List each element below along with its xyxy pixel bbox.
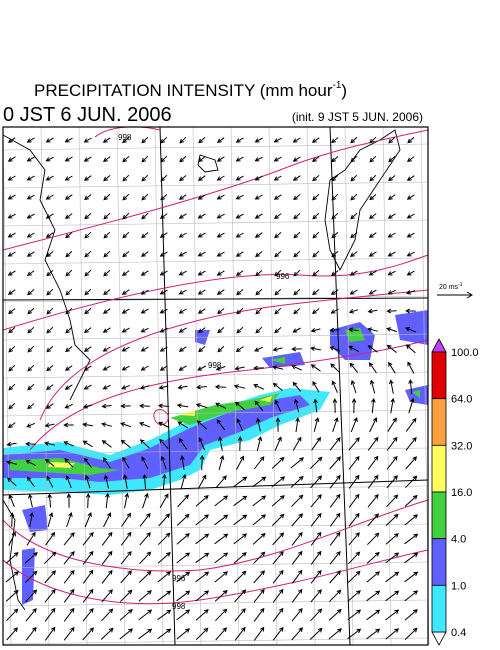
colorbar-label: 16.0: [451, 487, 472, 499]
colorbar-box: [431, 538, 447, 586]
wind-vectors: [5, 136, 419, 641]
vector-scale-label: 20 ms-1: [439, 282, 463, 291]
grid-line: [382, 126, 392, 646]
colorbar-box: [431, 584, 447, 633]
contour-label: 996: [172, 574, 186, 583]
colorbar-label: 1.0: [451, 580, 466, 592]
precip-heavy: [10, 393, 280, 475]
colorbar-label: 100.0: [451, 347, 479, 359]
colorbar-label: 32.0: [451, 440, 472, 452]
coast-mainland: [2, 134, 91, 401]
colorbar: [431, 338, 447, 646]
title: PRECIPITATION INTENSITY (mm hour-1): [34, 80, 347, 100]
grid-line: [154, 126, 164, 646]
colorbar-bottom: [431, 631, 447, 646]
grid-line: [268, 126, 278, 646]
vector-scale-arrow: [437, 291, 473, 299]
title-sup: -1: [332, 80, 341, 91]
parallel: [2, 297, 429, 301]
colorbar-label: 64.0: [451, 394, 472, 406]
coast-peninsula: [324, 129, 401, 272]
coast-island: [197, 154, 219, 173]
graticule: [2, 126, 430, 646]
colorbar-top: [431, 338, 447, 353]
valid-time: 0 JST 6 JUN. 2006: [3, 104, 172, 126]
contour-label: 998: [118, 133, 132, 142]
coastlines: [2, 129, 401, 611]
grid-line: [2, 219, 429, 227]
isobar: [29, 339, 429, 451]
title-main: PRECIPITATION INTENSITY (mm hour: [34, 81, 333, 100]
grid-line: [192, 126, 202, 646]
grid-line: [40, 126, 50, 646]
grid-line: [2, 637, 429, 645]
isobar: [2, 129, 429, 251]
title-end: ): [341, 81, 347, 100]
grid-line: [2, 409, 429, 417]
grid-line: [116, 126, 126, 646]
isobar: [153, 409, 169, 426]
grid-line: [2, 371, 429, 379]
isobar: [2, 549, 429, 605]
contour-label: 996: [276, 272, 290, 281]
colorbar-box: [431, 491, 447, 540]
grid-line: [2, 126, 12, 646]
isobar: [2, 499, 429, 572]
init-time: (init. 9 JST 5 JUN. 2006): [292, 110, 423, 124]
isobar: [2, 254, 429, 331]
contour-label: 998: [172, 602, 186, 611]
colorbar-label: 4.0: [451, 534, 466, 546]
colorbar-label: 0.4: [451, 627, 466, 639]
isobar: [39, 289, 429, 421]
grid-line: [2, 561, 429, 569]
grid-line: [2, 447, 429, 455]
vector-scale-sup: -1: [458, 282, 463, 288]
grid-line: [344, 126, 354, 646]
grid-line: [2, 181, 429, 189]
meridian: [329, 126, 351, 646]
precip-moderate: [3, 395, 310, 482]
grid-line: [78, 126, 88, 646]
colorbar-box: [431, 444, 447, 493]
contour-label: 998: [208, 361, 222, 370]
grid-line: [2, 599, 429, 607]
map-frame: [2, 126, 429, 646]
grid-line: [2, 485, 429, 493]
colorbar-box: [431, 351, 447, 400]
grid-line: [306, 126, 316, 646]
colorbar-box: [431, 398, 447, 446]
grid-line: [2, 143, 429, 151]
contour-labels: 998 996 998 996 998: [118, 133, 290, 611]
map-area: 998 996 998 996 998: [2, 126, 430, 646]
vector-scale-main: 20 ms: [439, 284, 459, 291]
isobars: [2, 126, 429, 605]
grid-line: [2, 257, 429, 265]
